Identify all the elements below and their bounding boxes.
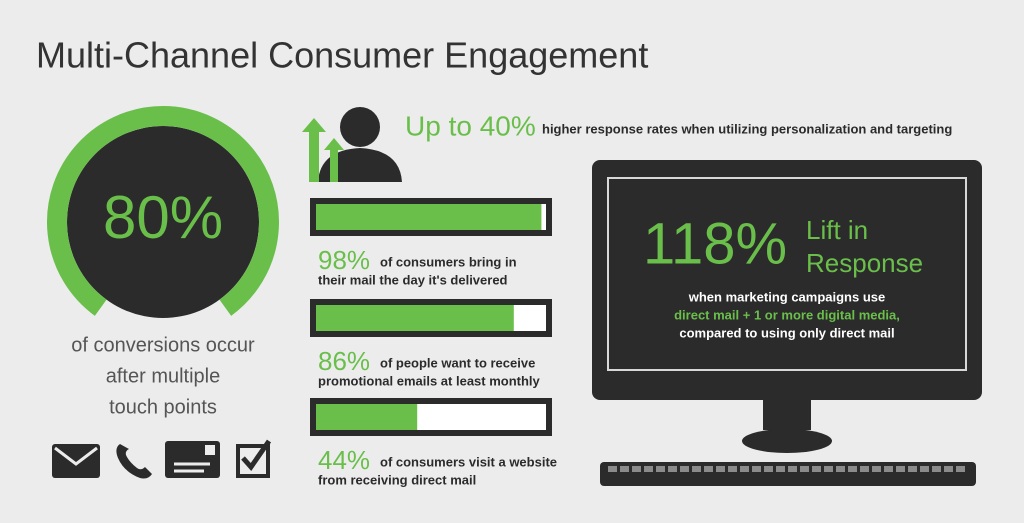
key xyxy=(824,466,833,472)
key xyxy=(680,466,689,472)
key xyxy=(944,466,953,472)
key xyxy=(812,466,821,472)
gauge-text: after multiple xyxy=(106,365,221,387)
key xyxy=(908,466,917,472)
key xyxy=(932,466,941,472)
person-icon xyxy=(302,107,402,182)
lift-text: compared to using only direct mail xyxy=(679,325,894,340)
key xyxy=(884,466,893,472)
key xyxy=(848,466,857,472)
key xyxy=(728,466,737,472)
key xyxy=(704,466,713,472)
stat-text: of consumers bring in xyxy=(380,254,517,269)
lift-text: when marketing campaigns use xyxy=(688,289,886,304)
channel-icons xyxy=(52,439,272,479)
key xyxy=(956,466,965,472)
stat-text: of people want to receive xyxy=(380,355,535,370)
stat-text: from receiving direct mail xyxy=(318,472,476,487)
key xyxy=(752,466,761,472)
stat-label: 98% xyxy=(318,245,370,275)
key xyxy=(896,466,905,472)
key xyxy=(620,466,629,472)
key xyxy=(716,466,725,472)
key xyxy=(920,466,929,472)
bar xyxy=(316,305,514,331)
key xyxy=(872,466,881,472)
stat-text: promotional emails at least monthly xyxy=(318,373,541,388)
key xyxy=(740,466,749,472)
title: Multi-Channel Consumer Engagement xyxy=(36,35,648,76)
response-text: higher response rates when utilizing per… xyxy=(542,121,952,136)
key xyxy=(836,466,845,472)
response-label: Up to 40% xyxy=(405,110,536,141)
key xyxy=(860,466,869,472)
key xyxy=(608,466,617,472)
key xyxy=(668,466,677,472)
gauge-text: of conversions occur xyxy=(71,334,255,356)
gauge-label: 80% xyxy=(103,184,223,251)
key xyxy=(788,466,797,472)
lift-label: 118% xyxy=(643,211,787,276)
key xyxy=(656,466,665,472)
lift-text: direct mail + 1 or more digital media, xyxy=(674,307,900,322)
stat-text: their mail the day it's delivered xyxy=(318,272,508,287)
lift-heading: Lift in xyxy=(806,215,868,245)
monitor xyxy=(592,160,982,486)
lift-heading: Response xyxy=(806,248,923,278)
key xyxy=(776,466,785,472)
gauge-arc xyxy=(47,106,279,316)
stat-label: 86% xyxy=(318,346,370,376)
key xyxy=(644,466,653,472)
stat-text: of consumers visit a website xyxy=(380,454,557,469)
bar xyxy=(316,404,418,430)
stat-label: 44% xyxy=(318,445,370,475)
key xyxy=(800,466,809,472)
bar xyxy=(316,204,542,230)
key xyxy=(764,466,773,472)
gauge-text: touch points xyxy=(109,396,217,418)
gauge-center xyxy=(67,126,259,318)
key xyxy=(632,466,641,472)
key xyxy=(692,466,701,472)
